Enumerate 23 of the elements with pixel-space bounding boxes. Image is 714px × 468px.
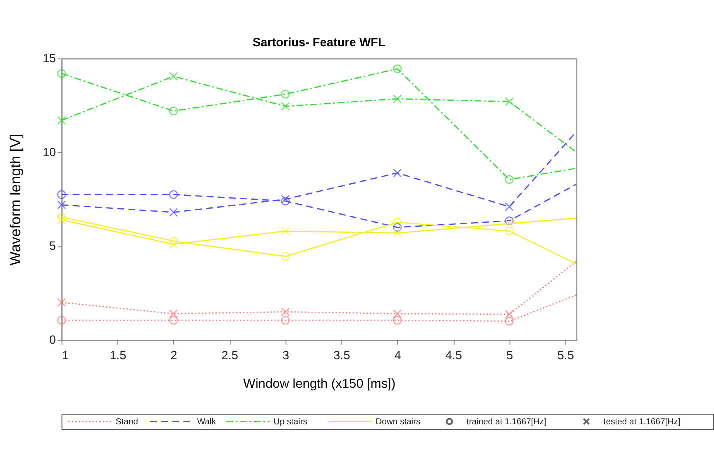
y-axis-title: Waveform length [V] xyxy=(8,134,25,266)
text: trained at 1.1667[Hz] xyxy=(466,416,546,426)
text: tested at 1.1667[Hz] xyxy=(604,416,681,426)
x-tick-label: 2 xyxy=(170,348,178,363)
legend-label: Walk xyxy=(197,416,217,426)
x-tick-label: 1.5 xyxy=(110,348,127,363)
legend-label: Stand xyxy=(116,416,138,426)
chart-title: Sartorius- Feature WFL xyxy=(252,36,386,50)
y-tick-label: 0 xyxy=(50,333,57,348)
y-tick-label: 5 xyxy=(50,239,57,254)
legend-label: Down stairs xyxy=(376,416,421,426)
x-tick-label: 4.5 xyxy=(446,348,463,363)
x-tick-label: 3 xyxy=(282,348,290,363)
legend-label: Up stairs xyxy=(274,416,308,426)
y-tick-label: 10 xyxy=(42,145,57,160)
x-tick-label: 3.5 xyxy=(334,348,351,363)
x-tick-label: 5 xyxy=(506,348,514,363)
x-axis-title: Window length (x150 [ms]) xyxy=(244,376,396,391)
x-tick-label: 4 xyxy=(394,348,402,363)
x-tick-label: 1 xyxy=(62,348,70,363)
y-tick-label: 15 xyxy=(42,52,57,66)
x-tick-label: 5.5 xyxy=(558,348,575,363)
x-tick-label: 2.5 xyxy=(222,348,239,363)
